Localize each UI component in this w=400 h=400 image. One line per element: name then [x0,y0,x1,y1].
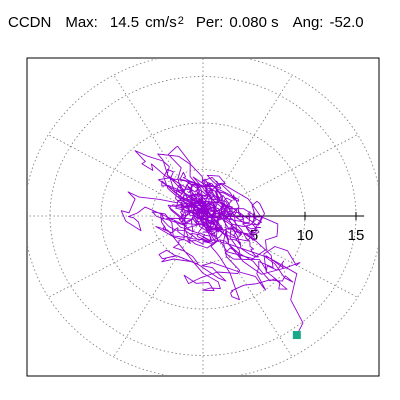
ang-value: -52.0 [329,14,364,31]
grid-spoke-240 [113,215,204,358]
grid-spoke-120 [113,74,204,217]
title-bar: CCDN Max: 14.5 cm/s 2 Per: 0.080 s Ang: -… [8,14,364,38]
max-label: Max: [65,14,98,31]
x-tick-label-10: 10 [297,227,314,244]
end-point-marker [292,331,301,340]
x-tick-label-15: 15 [348,227,365,244]
per-label: Per: [195,14,224,31]
grid-spoke-210 [48,215,204,298]
x-axis: 5 10 15 [203,212,364,244]
per-value: 0.080 s [229,14,279,31]
motion-trace [120,145,304,336]
station-code: CCDN [8,14,52,31]
max-unit: cm/s [145,14,177,31]
grid-spoke-30 [202,134,358,217]
max-unit-exponent: 2 [177,15,184,27]
plot-frame [26,57,380,377]
trace-layer [120,145,304,340]
grid-spoke-150 [48,134,204,217]
max-value: 14.5 [109,14,140,31]
ang-label: Ang: [292,14,324,31]
